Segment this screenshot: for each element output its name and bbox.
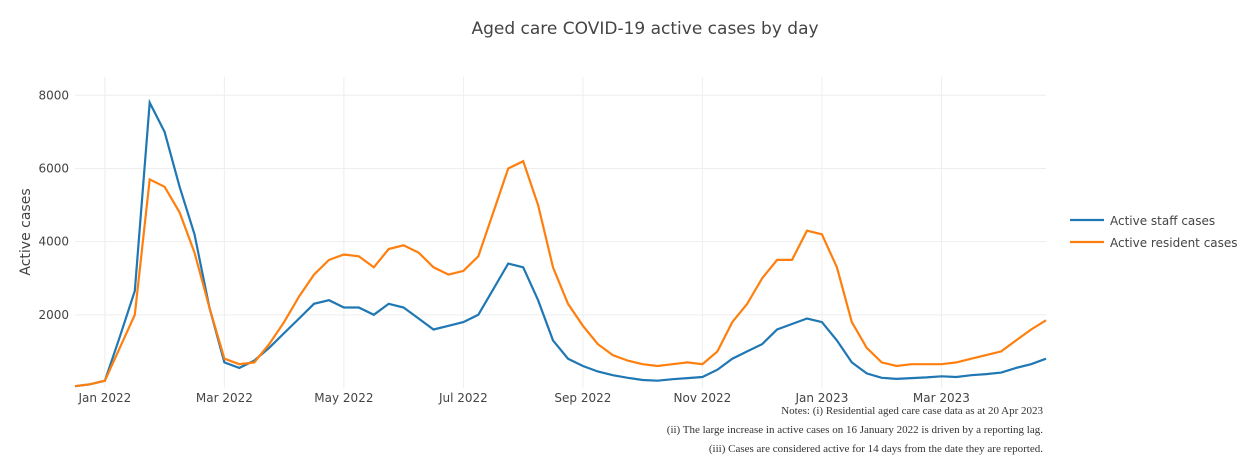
legend-label: Active staff cases: [1110, 214, 1215, 228]
line: [74, 98, 1047, 388]
line: [74, 159, 1047, 388]
note: (ii) The large increase in active cases …: [667, 424, 1043, 436]
x-tick-label: Mar 2022: [196, 391, 253, 405]
y-tick-label: 8000: [38, 88, 69, 102]
note: (iii) Cases are considered active for 14…: [709, 443, 1043, 455]
x-tick-label: Mar 2023: [913, 391, 970, 405]
x-tick-label: Jul 2022: [438, 391, 488, 405]
y-tick-label: 4000: [38, 235, 69, 249]
x-tick-label: Jan 2023: [794, 391, 848, 405]
x-tick-label: May 2022: [314, 391, 373, 405]
y-tick-label: 6000: [38, 161, 69, 175]
y-tick-label: 2000: [38, 308, 69, 322]
y-axis-title: Active cases: [18, 188, 34, 275]
x-tick-label: Nov 2022: [674, 391, 732, 405]
legend-label: Active resident cases: [1110, 236, 1238, 250]
x-tick-label: Jan 2022: [77, 391, 131, 405]
x-tick-label: Sep 2022: [554, 391, 611, 405]
chart-title: Aged care COVID-19 active cases by day: [471, 19, 818, 39]
note: Notes: (i) Residential aged care case da…: [781, 405, 1043, 417]
